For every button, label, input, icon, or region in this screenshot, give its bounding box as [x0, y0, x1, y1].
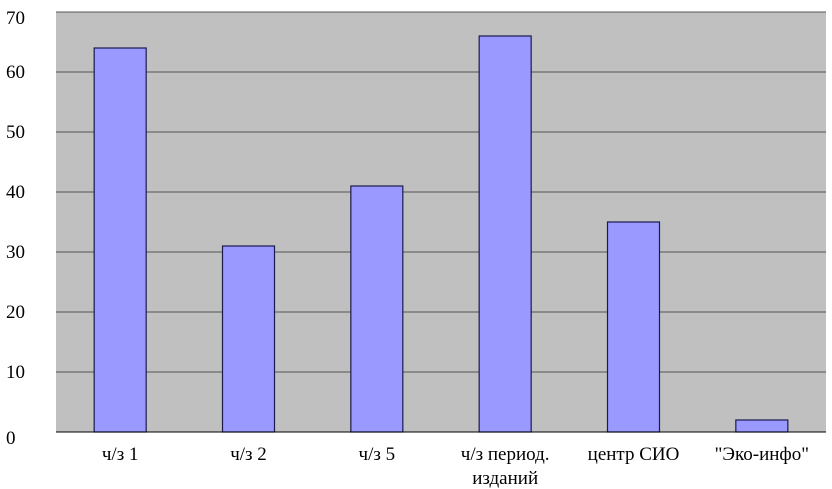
y-tick-label: 50	[6, 122, 25, 143]
y-tick-label: 70	[6, 8, 25, 29]
gridlines	[56, 11, 826, 373]
x-tick-label-line: ч/з 5	[359, 444, 396, 465]
x-tick-label: ч/з 1	[102, 444, 139, 465]
x-tick-label: ч/з период. изданий	[461, 444, 550, 489]
y-tick-label: 10	[6, 362, 25, 383]
plot-area	[56, 12, 826, 432]
x-tick-label: центр СИО	[588, 444, 680, 465]
bar	[221, 245, 276, 433]
y-tick-label: 40	[6, 182, 25, 203]
bars	[93, 35, 789, 433]
bar	[350, 185, 404, 433]
x-tick-label: ч/з 5	[359, 444, 396, 465]
x-tick-label: "Эко-инфо"	[715, 444, 809, 465]
y-tick-label: 20	[6, 302, 25, 323]
y-tick-label: 30	[6, 242, 25, 263]
x-tick-label-line: ч/з 1	[102, 444, 139, 465]
x-tick-label-line: центр СИО	[588, 444, 680, 465]
bar	[478, 35, 532, 433]
y-tick-label: 60	[6, 62, 25, 83]
x-tick-label-line: "Эко-инфо"	[715, 444, 809, 465]
x-tick-label-line: ч/з 2	[230, 444, 267, 465]
x-tick-labels: ч/з 1 ч/з 2 ч/з 5 ч/з период. изданий центр С…	[102, 444, 809, 489]
x-tick-label: ч/з 2	[230, 444, 267, 465]
x-tick-label-line: ч/з период.	[461, 444, 550, 465]
y-tick-label: 0	[6, 428, 16, 449]
bar	[735, 419, 789, 433]
bar	[93, 47, 147, 433]
y-tick-labels: 0 10 20 30 40 50 60 70	[6, 8, 25, 449]
x-tick-label-line: изданий	[472, 468, 538, 489]
bar	[606, 221, 661, 433]
